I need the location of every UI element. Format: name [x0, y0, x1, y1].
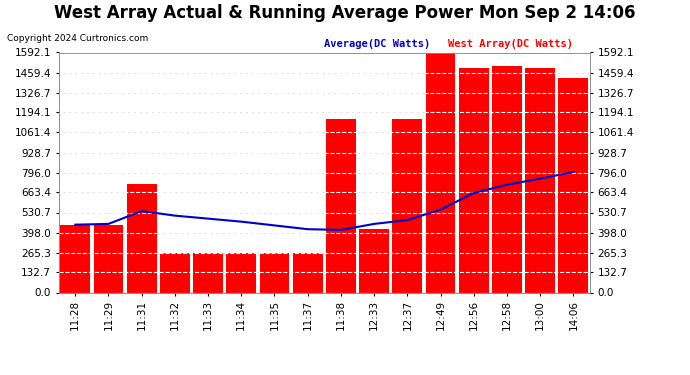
Bar	[94, 225, 124, 292]
Bar	[193, 252, 223, 292]
Text: Copyright 2024 Curtronics.com: Copyright 2024 Curtronics.com	[7, 34, 148, 43]
Bar	[492, 66, 522, 292]
Bar	[525, 68, 555, 292]
Bar	[393, 119, 422, 292]
Bar	[359, 229, 389, 292]
Bar	[459, 68, 489, 292]
Bar	[426, 53, 455, 292]
Bar	[558, 78, 589, 292]
Text: West Array(DC Watts): West Array(DC Watts)	[448, 39, 573, 50]
Bar	[259, 252, 289, 292]
Text: West Array Actual & Running Average Power Mon Sep 2 14:06: West Array Actual & Running Average Powe…	[55, 4, 635, 22]
Bar	[127, 184, 157, 292]
Bar	[160, 252, 190, 292]
Bar	[60, 225, 90, 292]
Bar	[226, 252, 256, 292]
Text: Average(DC Watts): Average(DC Watts)	[324, 39, 431, 50]
Bar	[293, 252, 323, 292]
Bar	[326, 119, 356, 292]
